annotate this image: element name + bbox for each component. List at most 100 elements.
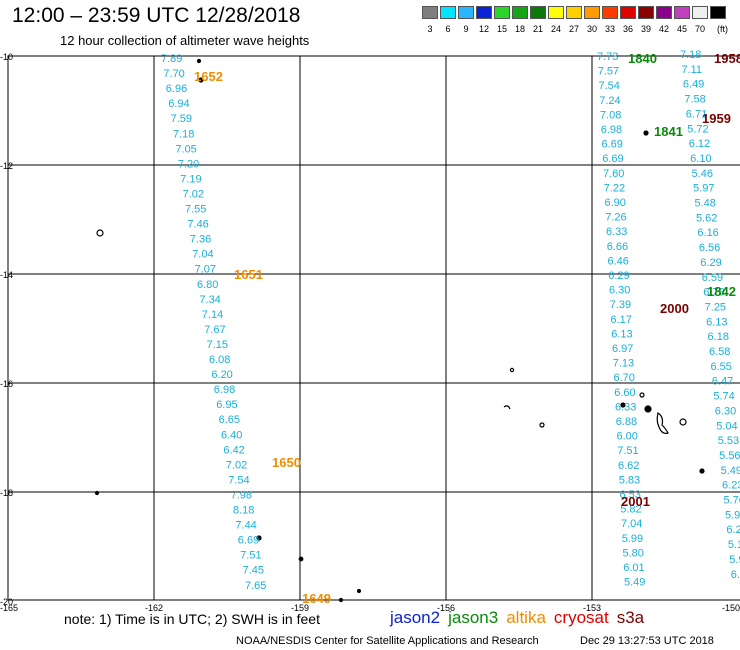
wave-height-value: 5.53 <box>718 435 739 447</box>
lon-tick-label: -159 <box>291 603 309 613</box>
wave-height-value: 6.69 <box>238 535 259 547</box>
wave-height-value: 7.34 <box>199 294 220 306</box>
wave-height-value: 7.55 <box>185 204 206 216</box>
wave-height-value: 5.72 <box>687 123 708 135</box>
wave-height-value: 5.62 <box>696 212 717 224</box>
color-scale-swatch <box>602 6 618 19</box>
wave-height-value: 6.88 <box>616 416 637 428</box>
wave-height-value: 8.18 <box>233 505 254 517</box>
wave-height-value: 7.18 <box>173 128 194 140</box>
island <box>639 392 645 398</box>
wave-height-value: 7.15 <box>207 339 228 351</box>
wave-height-value: 7.22 <box>604 182 625 194</box>
color-scale-label: 27 <box>568 24 579 34</box>
wave-height-value: 6.78 <box>703 287 724 299</box>
wave-height-value: 6.98 <box>601 124 622 136</box>
wave-height-value: 7.51 <box>617 445 638 457</box>
wave-height-value: 6.18 <box>708 331 729 343</box>
wave-height-value: 5.49 <box>624 577 645 589</box>
wave-height-value: 7.18 <box>680 49 701 61</box>
color-scale-label: 30 <box>586 24 597 34</box>
island <box>699 468 705 474</box>
wave-height-value: 7.19 <box>180 173 201 185</box>
wave-height-value: 6.46 <box>608 255 629 267</box>
wave-height-value: 6.13 <box>611 328 632 340</box>
wave-height-value: 5.04 <box>716 420 737 432</box>
wave-height-value: 7.58 <box>684 94 705 106</box>
color-scale-label: 9 <box>463 24 469 34</box>
wave-height-value: 5.99 <box>622 533 643 545</box>
lat-lon-grid <box>8 56 740 600</box>
wave-height-tracks: 7.89 7.70 6.96 6.94 7.59 7.18 7.05 7.20 7.19 7.02… <box>161 49 740 592</box>
color-scale-label: 70 <box>694 24 705 34</box>
wave-height-value: 7.11 <box>681 64 702 76</box>
wave-height-value: 6.60 <box>614 387 635 399</box>
color-scale-label: 42 <box>658 24 669 34</box>
color-scale-swatch <box>638 6 654 19</box>
wave-height-value: 6.00 <box>731 569 740 581</box>
wave-height-value: 7.98 <box>231 489 252 501</box>
color-scale-swatch <box>674 6 690 19</box>
color-scale-swatch <box>692 6 708 19</box>
wave-height-value: 6.97 <box>612 343 633 355</box>
wave-height-value: 6.80 <box>197 279 218 291</box>
color-scale-swatch <box>476 6 492 19</box>
wave-height-value: 5.56 <box>719 450 740 462</box>
wave-height-value: 6.95 <box>216 399 237 411</box>
wave-height-value: 6.96 <box>166 83 187 95</box>
wave-height-value: 6.29 <box>700 257 721 269</box>
wave-height-value: 6.33 <box>615 401 636 413</box>
island <box>256 535 262 541</box>
lon-tick-label: -165 <box>0 603 18 613</box>
wave-height-value: 6.30 <box>715 405 736 417</box>
color-scale-swatch <box>440 6 456 19</box>
wave-height-value: 5.80 <box>623 547 644 559</box>
wave-height-value: 6.59 <box>702 272 723 284</box>
wave-height-value: 6.70 <box>614 372 635 384</box>
lat-tick-label: -18 <box>0 488 13 498</box>
island <box>298 556 304 562</box>
wave-height-value: 6.21 <box>726 524 740 536</box>
wave-height-value: 5.91 <box>725 509 740 521</box>
color-scale-swatch <box>620 6 636 19</box>
wave-height-value: 6.47 <box>712 376 733 388</box>
map-subtitle: 12 hour collection of altimeter wave hei… <box>60 33 310 48</box>
pass-number-label: 1651 <box>234 267 263 282</box>
color-scale-swatch <box>710 6 726 19</box>
lat-tick-label: -16 <box>0 379 13 389</box>
wave-height-value: 5.76 <box>724 495 740 507</box>
wave-height-value: 6.40 <box>221 429 242 441</box>
wave-height-value: 5.97 <box>693 183 714 195</box>
color-scale-label: 24 <box>550 24 561 34</box>
wave-height-value: 7.25 <box>705 301 726 313</box>
wave-height-value: 7.67 <box>204 324 225 336</box>
wave-height-value: 6.29 <box>608 270 629 282</box>
island <box>356 588 362 594</box>
wave-height-value: 6.08 <box>209 354 230 366</box>
lat-tick-label: -12 <box>0 161 13 171</box>
lon-tick-label: -150 <box>722 603 740 613</box>
mission-legend: jason2 jason3 altika cryosat s3a <box>390 608 652 628</box>
island <box>338 597 344 603</box>
color-scale-label: 21 <box>532 24 543 34</box>
mission-legend-item: altika <box>506 608 546 627</box>
wave-height-value: 7.45 <box>243 565 264 577</box>
wave-height-value: 7.46 <box>187 219 208 231</box>
wave-height-value: 6.58 <box>709 346 730 358</box>
pass-number-label: 1840 <box>628 51 657 66</box>
wave-height-value: 7.14 <box>202 309 223 321</box>
wave-height-value: 5.83 <box>619 474 640 486</box>
wave-height-value: 6.66 <box>607 241 628 253</box>
wave-height-value: 6.30 <box>609 285 630 297</box>
island <box>503 405 511 410</box>
wave-height-value: 6.69 <box>602 153 623 165</box>
wave-height-value: 6.20 <box>211 369 232 381</box>
color-scale-label: 36 <box>622 24 633 34</box>
island <box>620 402 626 408</box>
map-frame <box>7 55 740 601</box>
color-scale-swatch <box>512 6 528 19</box>
wave-height-value: 5.46 <box>692 168 713 180</box>
wave-height-value: 7.89 <box>161 53 182 65</box>
wave-height-value: 6.65 <box>219 414 240 426</box>
wave-height-value: 6.01 <box>623 562 644 574</box>
